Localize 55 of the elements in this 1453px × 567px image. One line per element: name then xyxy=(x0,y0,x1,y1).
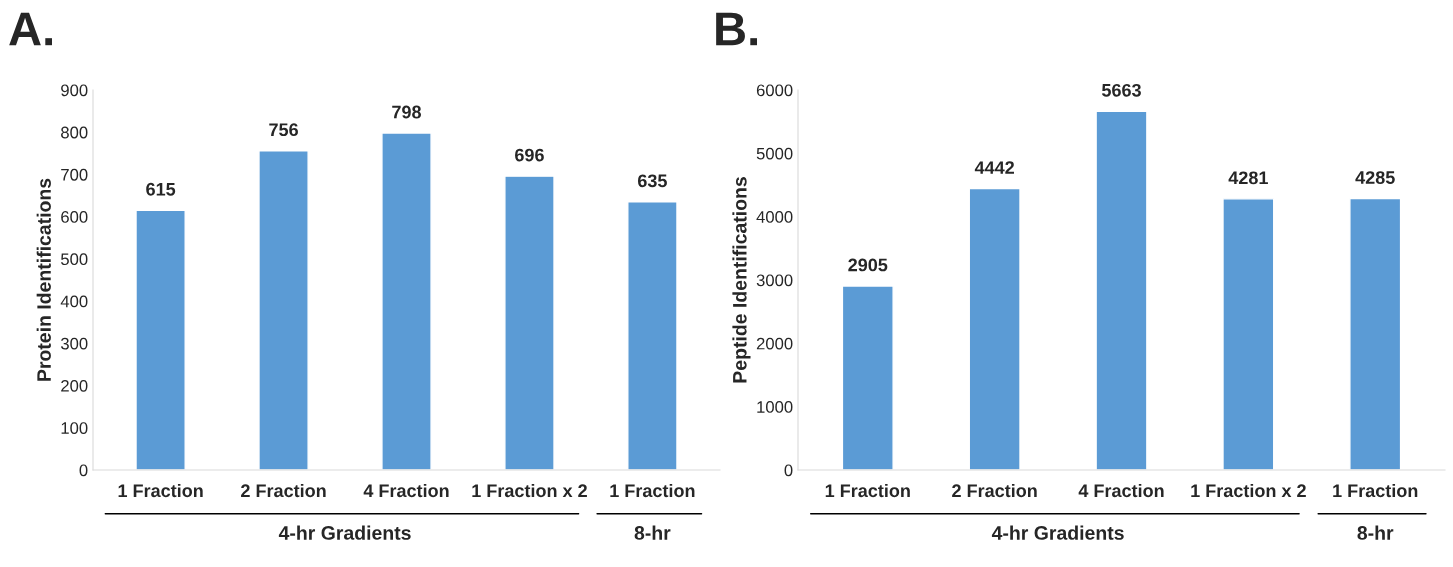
x-tick-label: 4 Fraction xyxy=(1078,483,1164,498)
text: 4-hr Gradients xyxy=(991,525,1124,540)
data-label: 615 xyxy=(146,182,176,196)
x-tick-label: 2 Fraction xyxy=(241,483,326,498)
y-tick-label: 300 xyxy=(60,337,88,350)
x-tick-label: 1 Fraction xyxy=(610,483,695,498)
bar xyxy=(381,132,432,470)
data-label: 2905 xyxy=(848,258,888,272)
y-tick-label: 5000 xyxy=(756,147,793,160)
data-label: 635 xyxy=(637,174,667,188)
y-tick-label: 500 xyxy=(61,253,88,266)
x-tick-label: 4 Fraction xyxy=(363,483,449,498)
x-tick-label: 2 Fraction xyxy=(952,483,1037,498)
x-tick-label: 1 Fraction xyxy=(825,483,910,498)
data-label: 4285 xyxy=(1355,171,1395,184)
y-tick-label: 800 xyxy=(61,126,88,139)
data-label: 756 xyxy=(269,123,298,137)
chart-title: B. xyxy=(716,12,757,46)
y-axis-title: Peptide Identifications xyxy=(732,177,751,383)
bar xyxy=(1349,197,1402,470)
chart-title: A. xyxy=(9,12,52,46)
y-tick-label: 4000 xyxy=(756,211,793,223)
bar xyxy=(135,209,186,470)
data-label: 5663 xyxy=(1101,83,1141,97)
bar xyxy=(627,201,678,470)
bar xyxy=(1222,198,1275,470)
data-label: 798 xyxy=(392,105,422,119)
y-tick-label: 0 xyxy=(79,464,88,477)
y-tick-label: 100 xyxy=(61,422,88,434)
data-label: 4442 xyxy=(974,161,1014,174)
y-tick-label: 0 xyxy=(784,464,793,477)
bar xyxy=(504,175,555,470)
text: 8-hr xyxy=(634,525,671,540)
y-tick-label: 200 xyxy=(61,379,88,392)
y-tick-label: 400 xyxy=(60,295,88,308)
text: 8-hr xyxy=(1357,525,1394,540)
x-tick-label: 1 Fraction x 2 xyxy=(1191,483,1306,498)
bar xyxy=(841,285,894,470)
y-tick-label: 6000 xyxy=(756,84,793,97)
text: 4-hr Gradients xyxy=(278,525,411,540)
bar xyxy=(1095,110,1148,470)
x-tick-label: 1 Fraction xyxy=(118,483,203,498)
y-tick-label: 600 xyxy=(61,211,88,223)
y-tick-label: 900 xyxy=(61,84,88,97)
y-tick-label: 1000 xyxy=(757,401,793,413)
y-tick-label: 3000 xyxy=(756,274,793,287)
bar xyxy=(968,187,1021,470)
y-tick-label: 2000 xyxy=(756,337,793,350)
x-tick-label: 1 Fraction x 2 xyxy=(472,483,587,498)
x-tick-label: 1 Fraction xyxy=(1333,483,1418,498)
y-tick-label: 700 xyxy=(61,168,88,181)
data-label: 4281 xyxy=(1228,171,1268,185)
y-axis-title: Protein Identifications xyxy=(36,178,51,381)
data-label: 696 xyxy=(515,148,544,162)
bar xyxy=(258,150,309,470)
